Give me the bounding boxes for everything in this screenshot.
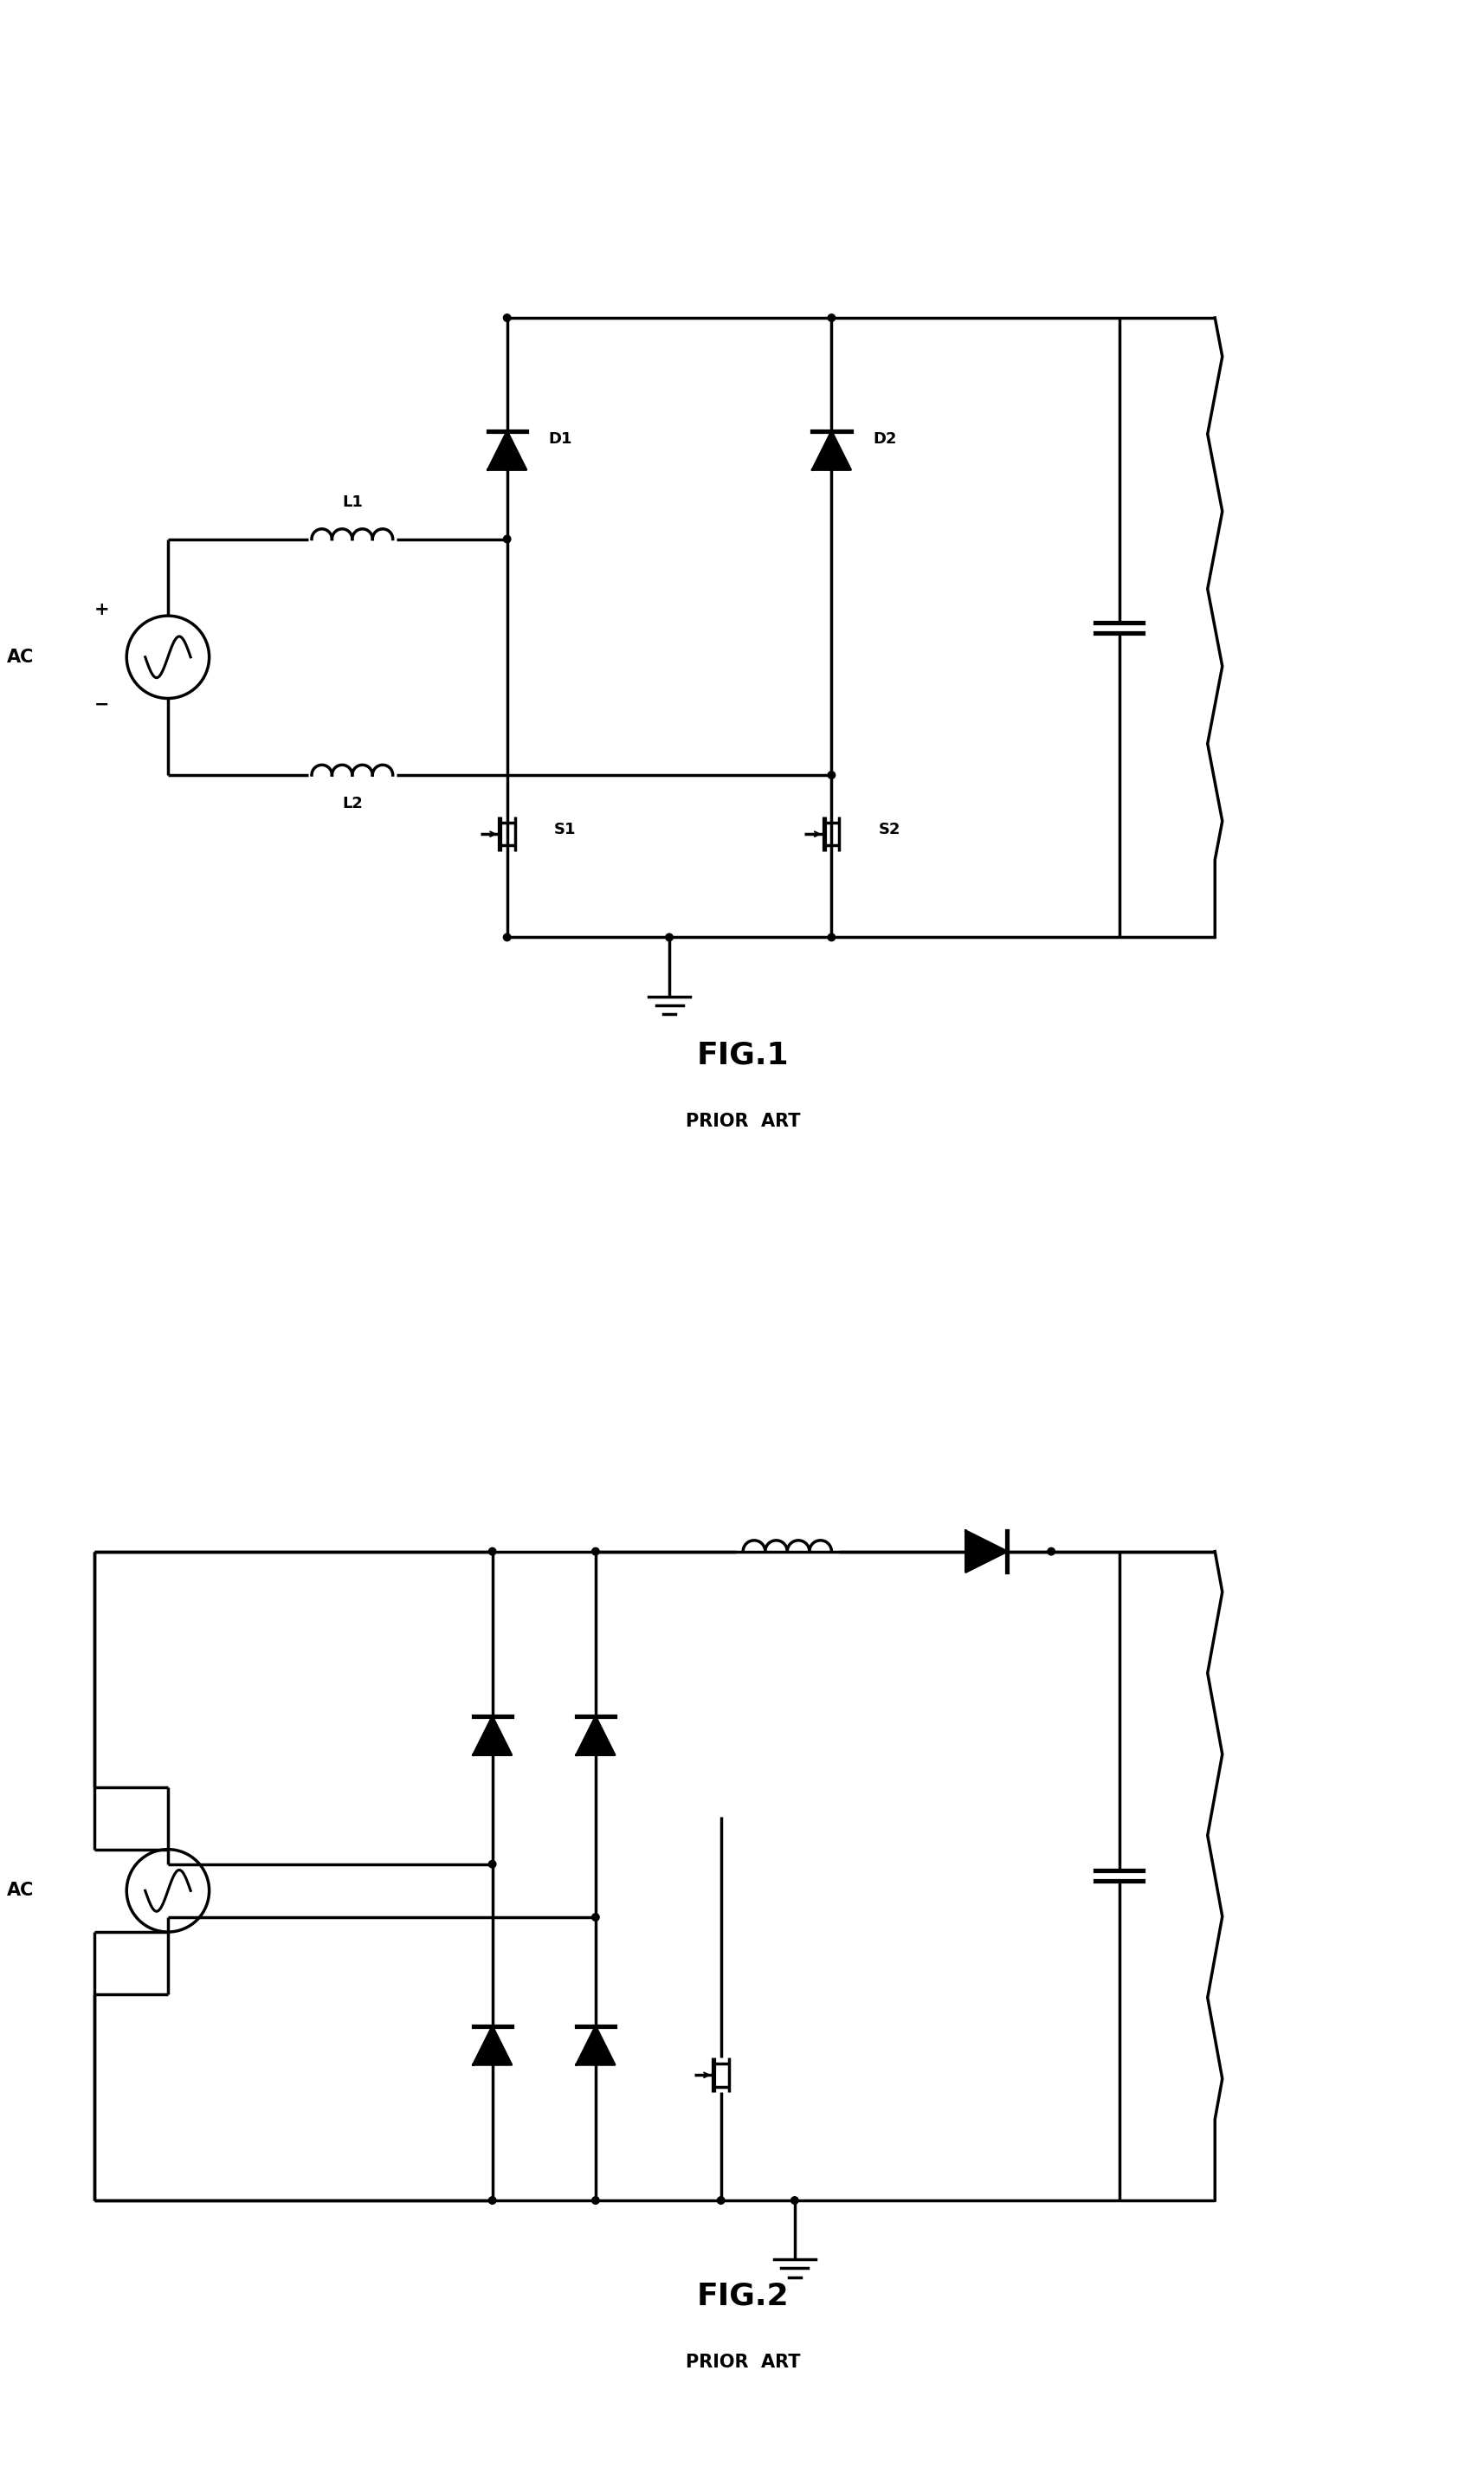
Circle shape	[791, 2197, 798, 2204]
Circle shape	[503, 314, 510, 322]
Circle shape	[488, 2197, 496, 2204]
Text: PRIOR  ART: PRIOR ART	[686, 2353, 800, 2370]
Circle shape	[592, 1912, 600, 1920]
Polygon shape	[576, 2026, 614, 2066]
Circle shape	[503, 933, 510, 940]
Text: D1: D1	[549, 430, 573, 448]
Text: FIG.1: FIG.1	[697, 1042, 789, 1071]
Text: AC: AC	[7, 1883, 34, 1900]
Polygon shape	[576, 1717, 614, 1754]
Text: +: +	[93, 601, 110, 618]
Circle shape	[828, 772, 835, 779]
Circle shape	[488, 1860, 496, 1868]
Text: L2: L2	[341, 797, 362, 811]
Circle shape	[488, 1549, 496, 1556]
Text: −: −	[93, 695, 110, 713]
Text: PRIOR  ART: PRIOR ART	[686, 1113, 800, 1131]
Circle shape	[666, 933, 672, 940]
Text: S2: S2	[879, 821, 901, 839]
Circle shape	[592, 2197, 600, 2204]
Text: S1: S1	[555, 821, 576, 839]
Text: FIG.2: FIG.2	[697, 2281, 789, 2311]
Polygon shape	[966, 1531, 1008, 1571]
Polygon shape	[473, 2026, 512, 2066]
Circle shape	[503, 534, 510, 542]
Circle shape	[717, 2197, 724, 2204]
Text: L1: L1	[341, 495, 362, 510]
Circle shape	[828, 314, 835, 322]
Circle shape	[592, 1549, 600, 1556]
Polygon shape	[812, 430, 850, 470]
Text: D2: D2	[873, 430, 896, 448]
Polygon shape	[488, 430, 527, 470]
Text: AC: AC	[7, 648, 34, 666]
Circle shape	[828, 933, 835, 940]
Polygon shape	[473, 1717, 512, 1754]
Circle shape	[1048, 1549, 1055, 1556]
